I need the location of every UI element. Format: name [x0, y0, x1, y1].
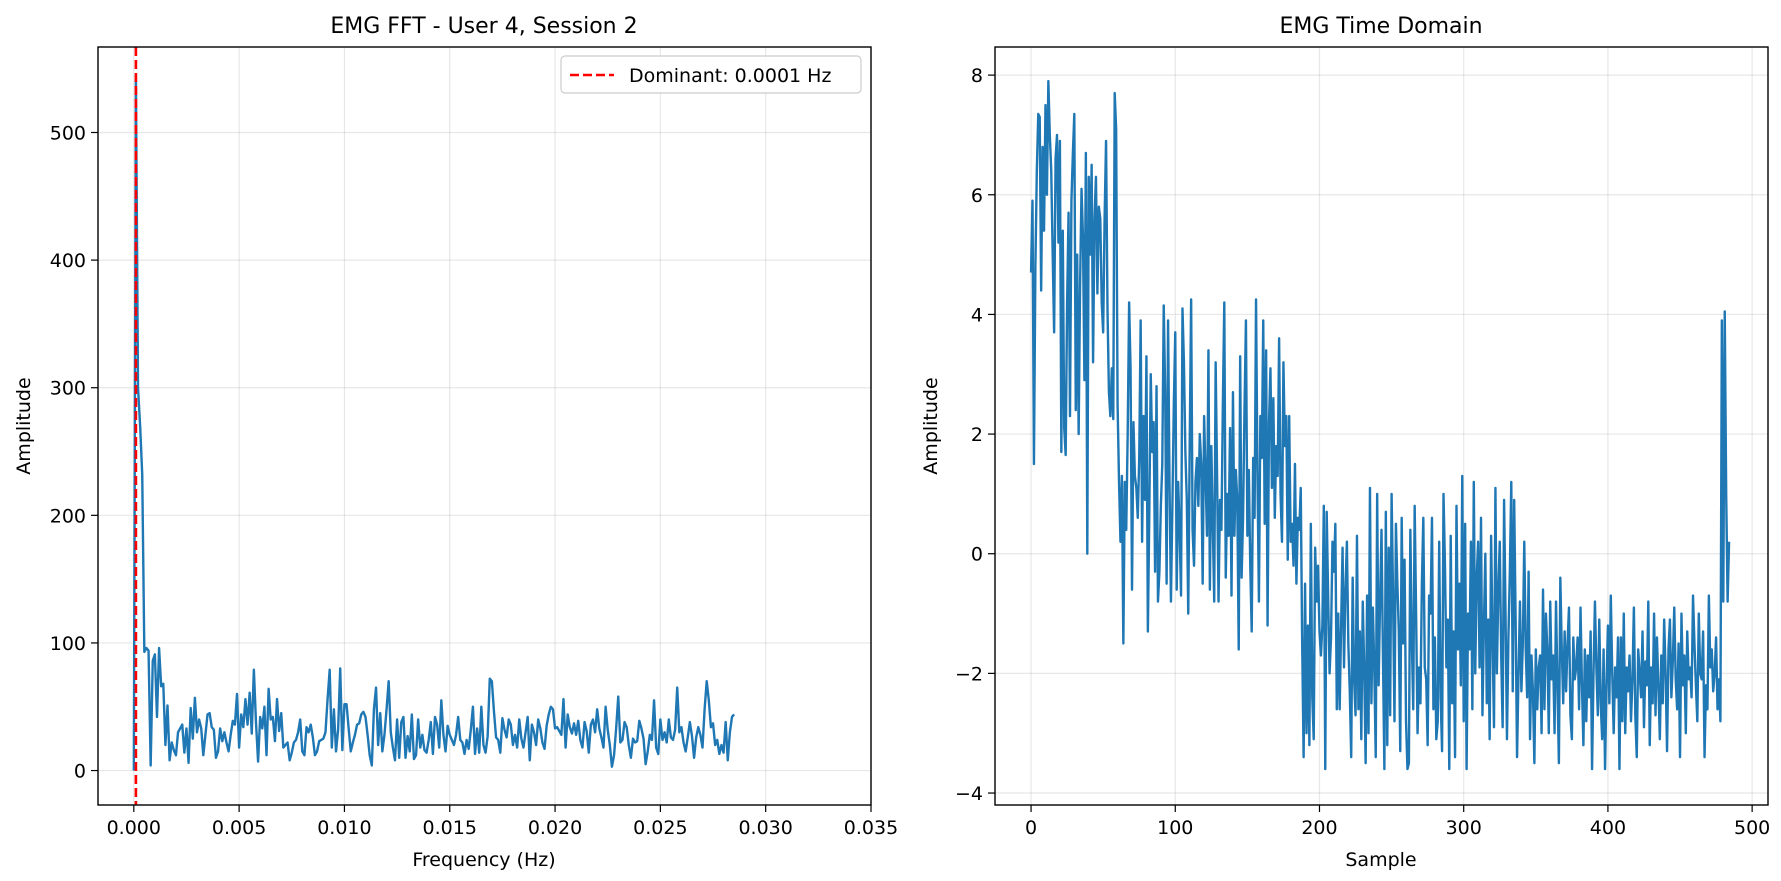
- time-y-axis-label: Amplitude: [920, 377, 942, 474]
- fft-plot-panel: EMG FFT - User 4, Session 2 0.000 0.005 0.…: [13, 14, 898, 871]
- fft-legend-dominant-label: Dominant: 0.0001 Hz: [629, 65, 831, 87]
- time-x-tick-label: 500: [1734, 817, 1770, 839]
- fft-x-tick-label: 0.025: [633, 817, 687, 839]
- time-y-tick-label: 4: [971, 304, 983, 326]
- fft-y-axis-label: Amplitude: [13, 377, 35, 474]
- fft-x-tick-label: 0.030: [738, 817, 792, 839]
- time-x-tick-label: 300: [1446, 817, 1482, 839]
- time-x-tick-label: 0: [1025, 817, 1037, 839]
- time-x-tick-label: 100: [1157, 817, 1193, 839]
- time-signal-line: [1029, 79, 1731, 771]
- fft-x-axis-label: Frequency (Hz): [412, 849, 555, 871]
- time-series: [1029, 79, 1731, 771]
- time-x-tick-label: 200: [1301, 817, 1337, 839]
- time-plot-title: EMG Time Domain: [1279, 14, 1482, 39]
- fft-y-tick-label: 200: [50, 505, 86, 527]
- fft-legend: Dominant: 0.0001 Hz: [560, 55, 862, 94]
- fft-grid: [98, 47, 872, 805]
- fft-x-tick-label: 0.035: [844, 817, 898, 839]
- time-plot-frame: [994, 46, 1769, 806]
- fft-y-ticks: 0 100 200 300 400 500: [50, 122, 98, 783]
- fft-y-tick-label: 500: [50, 122, 86, 144]
- time-plot-panel: EMG Time Domain 0 100 200 300 400 500 −4 −2 0 2 4…: [920, 14, 1770, 871]
- fft-y-tick-label: 400: [50, 250, 86, 272]
- fft-plot-title: EMG FFT - User 4, Session 2: [330, 14, 637, 39]
- fft-x-tick-label: 0.020: [528, 817, 582, 839]
- time-x-tick-label: 400: [1590, 817, 1626, 839]
- time-y-tick-label: 8: [971, 65, 983, 87]
- time-y-tick-label: −2: [955, 663, 983, 685]
- fft-y-tick-label: 100: [50, 633, 86, 655]
- fft-series: [132, 47, 736, 805]
- fft-x-tick-label: 0.015: [423, 817, 477, 839]
- fft-x-ticks: 0.000 0.005 0.010 0.015 0.020 0.025 0.030 0.035: [107, 805, 898, 839]
- time-y-tick-label: −4: [955, 783, 983, 805]
- fft-y-tick-label: 300: [50, 378, 86, 400]
- time-y-tick-label: 2: [971, 424, 983, 446]
- time-x-ticks: 0 100 200 300 400 500: [1025, 805, 1770, 839]
- fft-x-tick-label: 0.000: [107, 817, 161, 839]
- time-x-axis-label: Sample: [1345, 849, 1416, 871]
- time-y-ticks: −4 −2 0 2 4 6 8: [955, 65, 995, 805]
- fft-x-tick-label: 0.010: [317, 817, 371, 839]
- fft-legend-box: [560, 55, 862, 94]
- time-y-tick-label: 6: [971, 185, 983, 207]
- fft-plot-frame: [97, 46, 872, 806]
- fft-y-tick-label: 0: [74, 761, 86, 783]
- fft-signal-line: [132, 78, 736, 771]
- time-y-tick-label: 0: [971, 544, 983, 566]
- fft-x-tick-label: 0.005: [212, 817, 266, 839]
